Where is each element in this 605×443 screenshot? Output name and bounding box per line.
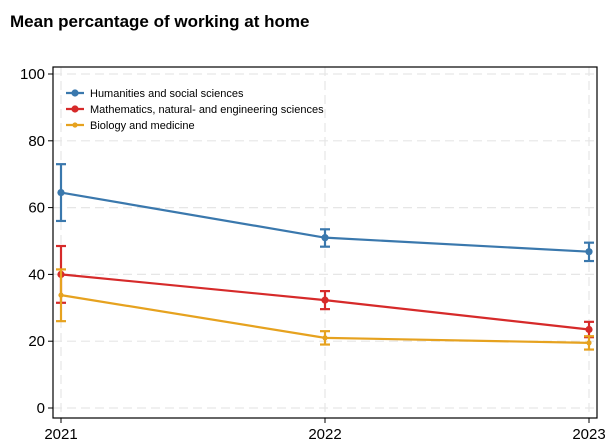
chart-title: Mean percantage of working at home — [10, 12, 310, 31]
y-tick-label: 60 — [28, 200, 45, 217]
data-point — [321, 296, 329, 304]
data-point — [321, 234, 329, 242]
series-1 — [56, 163, 594, 263]
data-point — [58, 292, 64, 298]
data-point — [322, 335, 328, 341]
legend-swatch-marker — [71, 105, 79, 113]
y-tick-label: 100 — [20, 66, 45, 83]
data-point — [57, 188, 65, 197]
legend-item-3: Biology and medicine — [66, 120, 195, 132]
legend-swatch-marker — [72, 122, 78, 128]
x-tick-label: 2023 — [572, 426, 605, 443]
series-3 — [56, 268, 594, 351]
axis-layer: 0 20 40 60 80 100 2021 2022 2023 — [20, 66, 605, 443]
series-layer — [56, 163, 594, 351]
y-tick-label: 20 — [28, 333, 45, 350]
legend-label: Mathematics, natural- and engineering sc… — [90, 104, 324, 116]
y-tick-label: 40 — [28, 266, 45, 283]
data-point — [586, 340, 592, 346]
legend-item-2: Mathematics, natural- and engineering sc… — [66, 104, 324, 116]
data-point — [585, 325, 593, 334]
y-tick-label: 80 — [28, 133, 45, 150]
x-tick-label: 2022 — [308, 426, 341, 443]
legend-label: Biology and medicine — [90, 120, 195, 132]
x-tick-label: 2021 — [44, 426, 77, 443]
legend-item-1: Humanities and social sciences — [66, 88, 244, 100]
y-tick-label: 0 — [37, 400, 45, 417]
legend-swatch-marker — [71, 89, 79, 97]
data-point — [585, 248, 593, 256]
legend: Humanities and social sciences Mathematic… — [66, 88, 324, 132]
legend-label: Humanities and social sciences — [90, 88, 244, 100]
